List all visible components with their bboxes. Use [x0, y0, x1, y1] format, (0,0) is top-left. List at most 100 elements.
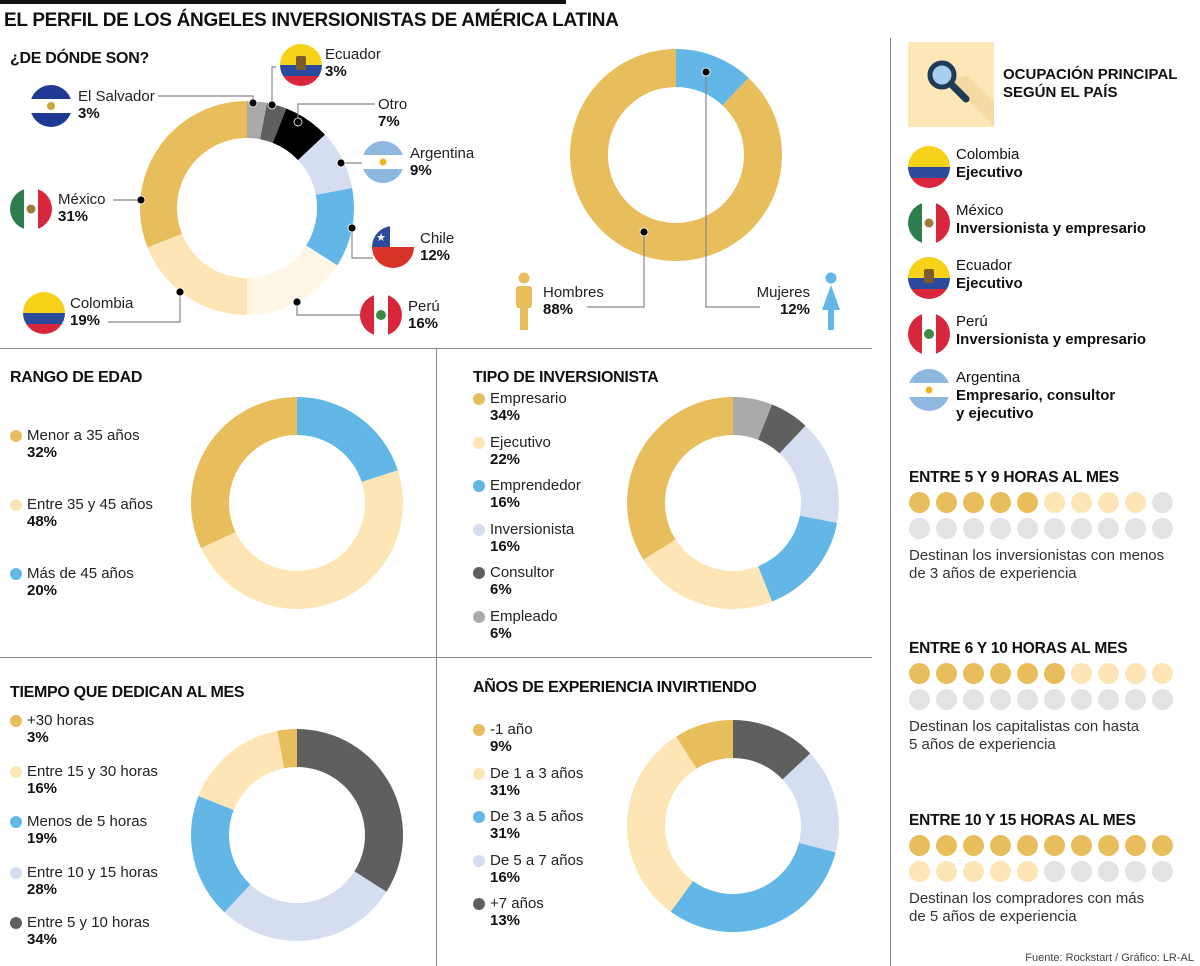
hour-dot-empty — [1071, 518, 1092, 539]
legend-value: 34% — [27, 931, 58, 948]
magnifier-icon — [927, 60, 994, 126]
origin-label-colombia: Colombia 19% — [70, 295, 134, 329]
legend-swatch — [473, 393, 485, 405]
mujeres-leader-dot — [701, 67, 711, 77]
age-slice-menor-a-35-anos — [190, 397, 297, 549]
type-slice-empresario — [626, 397, 733, 560]
hour-dot-gold — [963, 663, 984, 684]
origin-title: ¿DE DÓNDE SON? — [10, 50, 149, 67]
hombres-leader-line — [587, 232, 645, 308]
legend-label: +7 años — [490, 895, 544, 912]
hour-dot-empty — [963, 689, 984, 710]
experience-slice-de-3-a-5-anos — [670, 842, 836, 932]
hour-dot-cream — [1098, 663, 1119, 684]
hour-dot-empty — [1152, 689, 1173, 710]
otro-leader-dot — [293, 117, 303, 127]
hour-dot-empty — [1152, 861, 1173, 882]
hours-description: Destinan los compradores con más de 5 año… — [909, 890, 1145, 925]
dots-row — [909, 861, 1199, 882]
gender-label-women: Mujeres 12% — [756, 284, 810, 318]
peru-flag-icon — [360, 294, 402, 336]
experience-slice-1-ano — [676, 720, 733, 769]
legend-value: 19% — [27, 830, 58, 847]
legend-label: Menos de 5 horas — [27, 813, 148, 830]
magnifier-box — [908, 42, 994, 127]
hour-dot-empty — [909, 518, 930, 539]
hour-dot-empty — [1044, 518, 1065, 539]
legend-value: 16% — [490, 868, 521, 886]
hour-dot-gold — [909, 835, 930, 856]
legend-value: 6% — [490, 581, 512, 598]
experience-title: AÑOS DE EXPERIENCIA INVIRTIENDO — [473, 679, 757, 696]
hours-block-2: ENTRE 6 Y 10 HORAS AL MES Destinan los c… — [909, 640, 1199, 754]
origin-slice-colombia — [147, 233, 247, 315]
dots-row — [909, 492, 1199, 513]
legend-swatch — [473, 610, 485, 623]
gender-slice-mujeres — [676, 49, 749, 106]
legend-label: +30 horas — [27, 712, 95, 729]
hour-dot-gold — [909, 492, 930, 513]
time-slice-entre-10-y-15-horas — [224, 871, 387, 942]
legend-value: 6% — [490, 624, 512, 642]
hour-dot-gold — [936, 835, 957, 856]
el-salvador-flag-icon — [30, 85, 72, 127]
hour-dot-gold — [909, 663, 930, 684]
legend-swatch — [473, 436, 485, 449]
legend-swatch — [473, 567, 485, 579]
colombia-leader-line — [108, 292, 181, 323]
legend-label: Entre 15 y 30 horas — [27, 762, 158, 780]
origin-label-ecuador: Ecuador 3% — [325, 46, 381, 80]
legend-swatch — [10, 568, 22, 580]
source-credit: Fuente: Rockstart / Gráfico: LR-AL — [1025, 952, 1194, 964]
hour-dot-cream — [909, 861, 930, 882]
hour-dot-empty — [1152, 492, 1173, 513]
dots-row — [909, 663, 1199, 684]
hour-dot-cream — [1017, 861, 1038, 882]
hour-dot-cream — [1044, 492, 1065, 513]
hour-dot-cream — [1071, 492, 1092, 513]
hours-block-3: ENTRE 10 Y 15 HORAS AL MES Destinan los … — [909, 812, 1199, 926]
origin-slice-chile — [306, 187, 354, 266]
hour-dot-empty — [936, 518, 957, 539]
legend-label: Emprendedor — [490, 477, 581, 494]
hour-dot-empty — [936, 689, 957, 710]
origin-slice-mexico — [140, 100, 247, 248]
hour-dot-gold — [963, 835, 984, 856]
peru-leader-dot — [292, 297, 302, 307]
ecuador-leader-line — [271, 66, 276, 105]
ecuador-flag-icon — [908, 257, 950, 299]
legend-value: 22% — [490, 450, 521, 468]
hours-dots — [909, 663, 1199, 710]
legend-swatch — [10, 917, 22, 929]
hour-dot-empty — [1125, 518, 1146, 539]
hour-dot-empty — [1071, 861, 1092, 882]
hour-dot-empty — [1098, 689, 1119, 710]
age-title: RANGO DE EDAD — [10, 369, 143, 386]
hours-description: Destinan los capitalistas con hasta 5 año… — [909, 718, 1140, 753]
legend-swatch — [10, 765, 22, 778]
column-divider — [436, 348, 437, 966]
legend-swatch — [473, 523, 485, 536]
type-slice-inversionista — [779, 425, 839, 523]
legend-swatch — [10, 816, 22, 828]
origin-slice-ecuador — [260, 102, 287, 143]
argentina-flag-icon — [362, 141, 404, 183]
colombia-flag-icon — [23, 292, 65, 334]
svg-text:★: ★ — [376, 232, 386, 244]
mexico-flag-icon — [908, 202, 950, 244]
chile-leader-dot — [347, 223, 357, 233]
time-slice-entre-15-y-30-horas — [198, 730, 285, 810]
time-slice-entre-5-y-10-horas — [297, 729, 404, 892]
hour-dot-empty — [1044, 689, 1065, 710]
time-title: TIEMPO QUE DEDICAN AL MES — [10, 684, 245, 701]
hour-dot-gold — [1017, 492, 1038, 513]
legend-swatch — [473, 767, 485, 780]
right-column-divider — [890, 38, 891, 966]
gender-slice-hombres — [570, 49, 783, 261]
hour-dot-cream — [1152, 663, 1173, 684]
age-slice-mas-de-45-anos — [297, 397, 398, 482]
hour-dot-empty — [1044, 861, 1065, 882]
legend-value: 20% — [27, 582, 58, 599]
hour-dot-empty — [1098, 861, 1119, 882]
